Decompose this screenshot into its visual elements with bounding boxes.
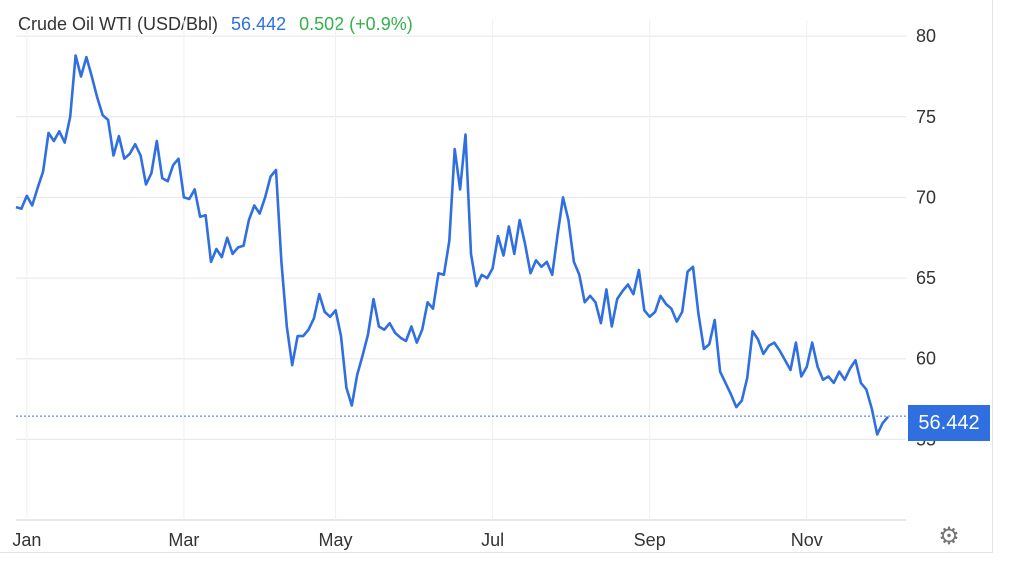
price-line: [15, 54, 889, 436]
y-tick-label: 60: [916, 349, 936, 369]
current-price: 56.442: [231, 14, 287, 34]
y-tick-label: 70: [916, 187, 936, 207]
chart-frame: [0, 0, 993, 553]
y-tick-label: 65: [916, 268, 936, 288]
last-price-tag: 56.442: [908, 405, 990, 441]
y-tick-label: 80: [916, 26, 936, 46]
x-tick-label: Nov: [791, 530, 823, 550]
x-tick-label: May: [319, 530, 353, 550]
chart-header: Crude Oil WTI (USD/Bbl) 56.442 0.502 (+0…: [18, 14, 421, 35]
gear-icon[interactable]: ⚙: [938, 523, 960, 550]
x-tick-label: Mar: [168, 530, 199, 550]
x-tick-label: Sep: [634, 530, 666, 550]
y-tick-label: 75: [916, 107, 936, 127]
instrument-title: Crude Oil WTI (USD/Bbl): [18, 14, 219, 34]
price-change: 0.502 (+0.9%): [299, 14, 413, 34]
x-tick-label: Jul: [481, 530, 504, 550]
x-tick-label: Jan: [12, 530, 41, 550]
